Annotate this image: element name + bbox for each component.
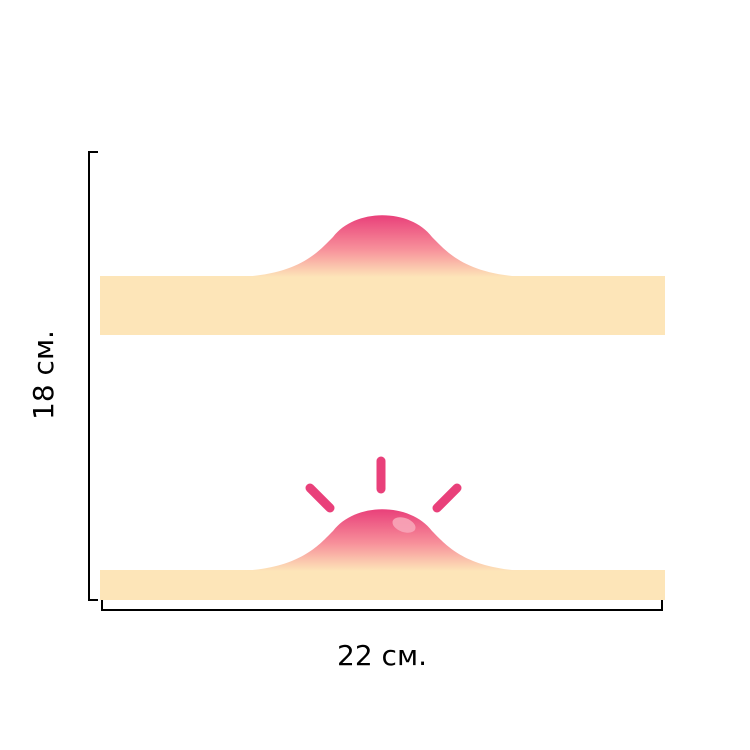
highlight xyxy=(392,517,416,533)
skin-bump xyxy=(240,215,525,277)
flattened-bump xyxy=(240,509,525,571)
dimension-lines xyxy=(88,151,663,611)
height-label: 18 см. xyxy=(27,330,60,420)
rays xyxy=(305,456,462,513)
patch-band xyxy=(100,276,665,335)
patch-band xyxy=(100,570,665,600)
width-label: 22 см. xyxy=(337,639,427,672)
